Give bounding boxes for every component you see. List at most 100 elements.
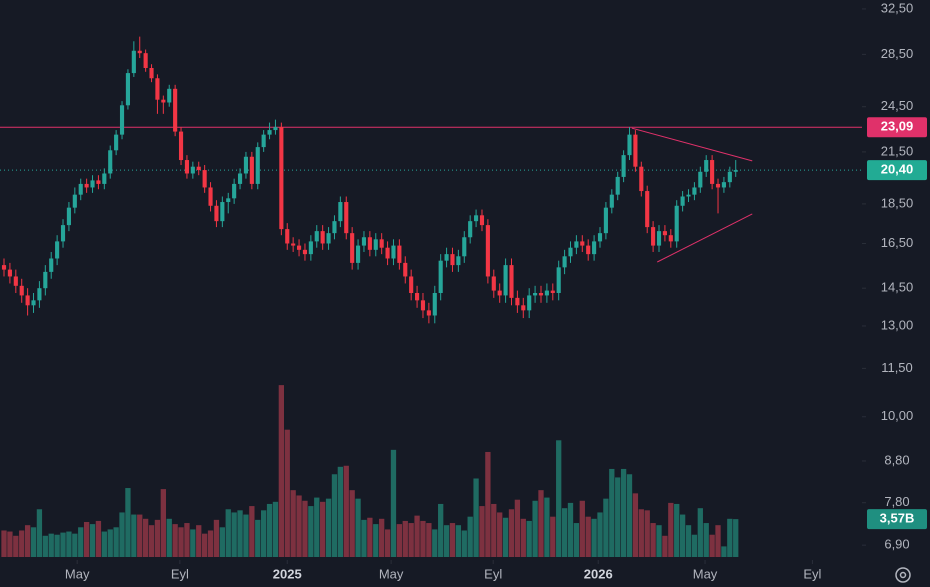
volume-bar: [178, 527, 184, 557]
candle-body: [332, 221, 337, 234]
volume-bar: [603, 498, 609, 557]
candle-body: [119, 105, 125, 135]
volume-bar: [727, 518, 733, 557]
candle-body: [474, 215, 479, 222]
candle-body: [350, 233, 355, 263]
candle-body: [656, 231, 662, 246]
candle-body: [202, 170, 207, 188]
volume-bar: [609, 468, 615, 557]
candle-body: [674, 205, 679, 242]
candle-body: [633, 134, 638, 167]
candle-body: [190, 166, 195, 174]
candle-body: [385, 247, 390, 259]
volume-bar: [502, 517, 509, 557]
candle-body: [721, 182, 726, 188]
volume-bar: [42, 535, 48, 557]
volume-bar: [361, 519, 367, 557]
volume-bar: [679, 514, 686, 557]
candle-body: [72, 194, 77, 208]
candle-body: [645, 191, 650, 228]
volume-bar: [196, 525, 202, 557]
volume-bar: [650, 523, 656, 557]
x-tick-label: 2026: [584, 566, 613, 581]
volume-bar: [497, 512, 503, 557]
candle-body: [403, 262, 408, 277]
volume-bar: [414, 515, 420, 557]
candle-body: [208, 187, 213, 206]
volume-bar: [290, 490, 296, 557]
last-price-label: 20,40: [881, 162, 914, 177]
y-tick-label: 8,80: [884, 452, 909, 467]
candle-body: [497, 290, 502, 296]
candle-body: [550, 290, 555, 293]
volume-bar: [656, 525, 662, 557]
volume-bar: [78, 527, 84, 557]
candle-body: [243, 156, 249, 174]
settings-icon[interactable]: [895, 567, 911, 583]
volume-bar: [261, 510, 267, 557]
y-tick-label: 21,50: [881, 143, 914, 158]
volume-bar: [485, 451, 491, 557]
candle-body: [125, 73, 130, 106]
settings-ring: [895, 567, 911, 583]
candle-body: [479, 215, 485, 226]
candle-body: [90, 180, 95, 188]
y-tick-label: 18,50: [881, 195, 914, 210]
candle-body: [379, 239, 384, 248]
volume-bar: [550, 516, 556, 557]
volume-bar: [390, 449, 397, 557]
last-volume-label: 3,57B: [880, 511, 915, 526]
candle-body: [444, 254, 449, 261]
candle-body: [503, 265, 508, 296]
volume-bar: [48, 533, 54, 557]
volume-bar: [137, 514, 143, 557]
candle-body: [96, 180, 101, 184]
candle-body: [279, 127, 284, 230]
volume-bar: [697, 508, 703, 557]
volume-bar: [296, 495, 302, 557]
candle-body: [237, 173, 243, 184]
volume-bar: [585, 516, 591, 557]
volume-bar: [396, 524, 403, 557]
candle-body: [692, 187, 697, 195]
volume-bar: [420, 520, 426, 557]
candle-body: [586, 245, 591, 255]
volume-bar: [449, 523, 456, 557]
volume-bar: [89, 524, 96, 557]
candle-body: [462, 237, 467, 257]
volume-bar: [567, 502, 574, 557]
candle-body: [715, 183, 721, 188]
y-tick-label: 16,50: [881, 235, 914, 250]
volume-bar: [225, 509, 231, 557]
volume-bar: [125, 488, 131, 557]
y-tick-label: 10,00: [881, 408, 914, 423]
candle-body: [55, 241, 60, 259]
candle-body: [66, 207, 71, 226]
candle-body: [391, 245, 396, 259]
candle-body: [184, 160, 190, 174]
hline-label-box: [867, 117, 927, 138]
candle-body: [651, 227, 656, 246]
trend-line: [657, 213, 753, 263]
volume-bar: [632, 493, 639, 557]
y-tick-label: 14,50: [881, 280, 914, 295]
trend-line: [631, 127, 753, 162]
candle-body: [285, 229, 290, 244]
candle-body: [43, 271, 48, 289]
volume-bar: [408, 523, 414, 557]
x-tick-label: Eyl: [803, 566, 821, 581]
volume-bar: [54, 534, 60, 557]
volume-bar: [615, 477, 621, 557]
volume-bar: [491, 503, 497, 557]
candle-body: [568, 247, 573, 257]
volume-bar: [644, 510, 650, 557]
candle-body: [137, 50, 142, 54]
candle-body: [226, 198, 231, 203]
volume-bar: [66, 531, 72, 557]
volume-bar: [343, 465, 349, 557]
volume-bar: [703, 523, 709, 557]
volume-bar: [479, 506, 485, 557]
candle-body: [432, 292, 437, 316]
volume-bar: [249, 506, 255, 557]
candle-body: [25, 295, 30, 306]
